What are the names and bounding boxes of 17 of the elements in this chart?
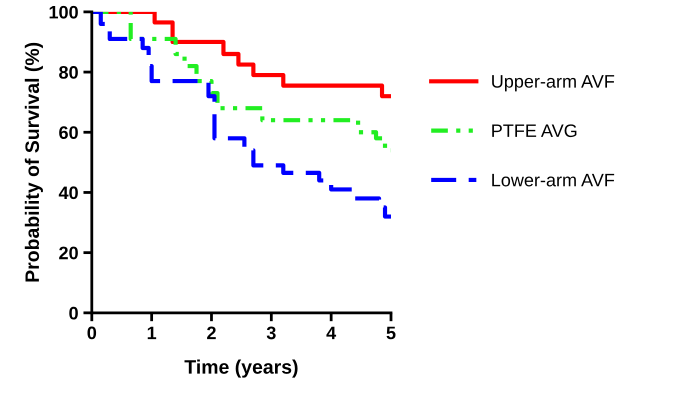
x-tick-label: 0 [87,326,96,340]
x-tick-label: 2 [207,326,216,340]
y-axis-title: Probability of Survival (%) [24,42,43,282]
x-tick-label: 4 [326,326,336,340]
x-tick-label: 3 [266,326,276,340]
y-tick-label: 40 [58,186,78,200]
legend-label: Upper-arm AVF [492,75,614,92]
x-axis-title: Time (years) [184,360,298,378]
legend-label: Lower-arm AVF [492,174,614,186]
y-tick-label: 0 [69,306,78,320]
y-tick-label: 20 [59,246,78,260]
legend-label: PTFE AVG [492,124,576,138]
y-tick-label: 100 [50,6,78,19]
x-tick-label: 5 [386,326,396,340]
y-tick-label: 60 [59,126,78,139]
x-tick-label: 1 [148,326,156,340]
y-tick-label: 80 [59,66,78,79]
